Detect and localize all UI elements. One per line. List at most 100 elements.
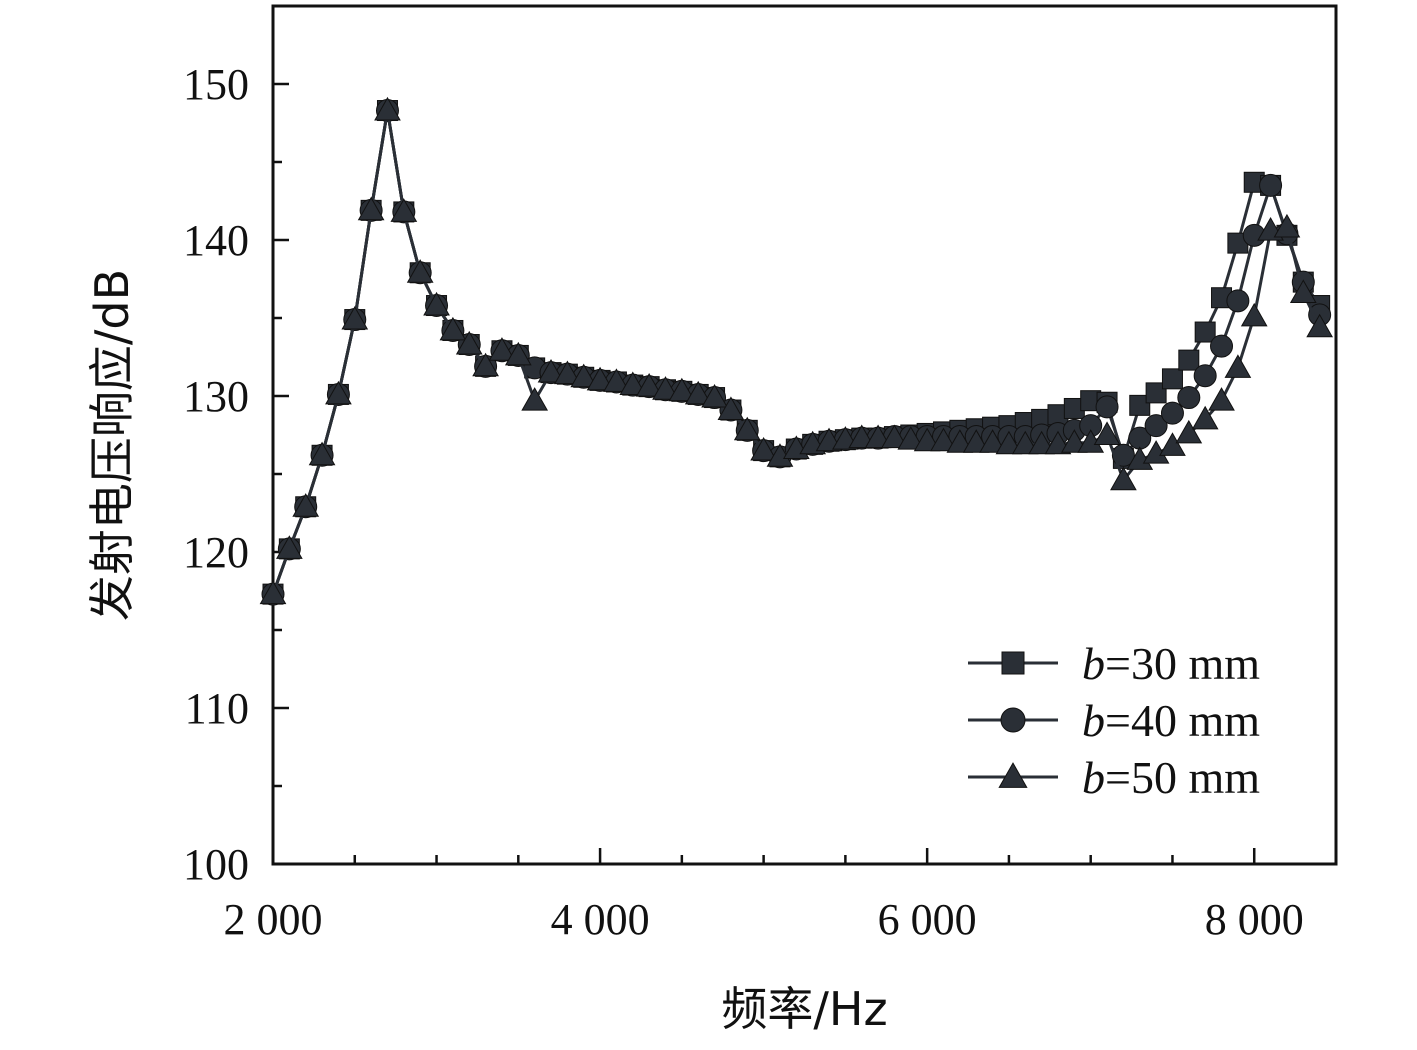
data-point [733,416,761,441]
data-point [1175,419,1203,444]
data-point [962,429,990,453]
data-point [537,358,565,383]
legend-label-var: b [1082,638,1105,689]
legend-marker [1000,707,1026,733]
legend-marker [1001,651,1025,675]
data-point [455,330,483,355]
data-point [292,493,320,517]
legend: b=30 mmb=40 mmb=50 mm [968,638,1260,803]
data-point [570,363,598,388]
data-point [521,387,549,411]
legend-label-rest: =40 mm [1105,695,1260,746]
series-line [271,109,1321,595]
data-point [1159,432,1186,456]
data-point [1095,395,1119,419]
data-point [1208,387,1235,411]
x-tick-label: 8 000 [1205,895,1304,944]
data-point [1161,368,1183,390]
data-point [1160,401,1184,425]
series-square [262,100,1331,605]
y-tick-label: 140 [183,216,249,265]
data-point [308,441,336,466]
data-point [472,352,499,377]
legend-item: b=40 mm [968,695,1260,746]
data-point [1226,289,1250,313]
legend-label-rest: =30 mm [1105,638,1260,689]
data-point [864,424,892,449]
legend-marker [998,762,1028,788]
data-point [554,360,581,385]
legend-label: b=50 mm [1082,752,1260,803]
data-point [259,580,287,605]
legend-label-var: b [1082,752,1105,803]
data-point [1306,313,1334,338]
legend-label: b=30 mm [1082,638,1260,689]
data-point [1224,354,1252,378]
data-point [488,337,516,361]
data-point [341,305,369,330]
data-point [930,427,957,452]
data-point [717,396,745,420]
series-triangle [259,96,1334,605]
data-point [406,259,434,283]
data-point [1289,279,1317,303]
data-point [1178,349,1200,371]
data-point [439,316,467,341]
data-point [423,291,450,316]
legend-label-var: b [1082,695,1105,746]
y-tick-label: 150 [183,60,249,109]
data-point [603,368,630,392]
y-tick-label: 120 [183,528,249,577]
y-tick-label: 130 [183,372,249,421]
data-point [668,377,696,402]
data-point [750,436,777,461]
data-point [848,424,876,449]
data-point [913,427,941,452]
legend-item: b=50 mm [968,752,1260,803]
data-point [684,380,712,405]
x-tick-label: 6 000 [878,895,977,944]
x-tick-label: 4 000 [551,895,650,944]
data-point [979,429,1006,453]
legend-label-rest: =50 mm [1105,752,1260,803]
data-point [897,426,925,450]
series-line [271,109,1322,595]
data-point [1011,430,1039,455]
data-point [1177,386,1201,410]
data-point [619,371,647,396]
data-point [390,198,418,222]
series-circle [261,99,1332,606]
y-tick-label: 110 [185,684,249,733]
data-point [1028,430,1055,455]
data-point [1240,302,1268,327]
data-point [1193,364,1217,388]
series-layer [259,96,1334,606]
series-line [271,109,1321,595]
y-axis-title: 发射电压响应/dB [85,269,139,621]
data-point [701,383,728,408]
plot-frame [271,4,1338,866]
y-tick-label: 100 [183,840,249,889]
data-point [1145,382,1167,404]
data-point [275,535,303,559]
data-point [1194,321,1216,343]
data-point [1110,466,1137,491]
data-point [1210,334,1234,358]
data-point [1259,173,1283,197]
data-point [1273,213,1301,238]
data-point [374,96,401,121]
data-point [652,376,679,400]
legend-item: b=30 mm [968,638,1260,689]
data-point [325,380,352,405]
x-tick-label: 2 000 [224,895,323,944]
data-point [1191,405,1219,430]
data-point [1093,421,1121,445]
x-axis-title: 频率/Hz [721,982,887,1036]
data-point [504,341,532,366]
legend-label: b=40 mm [1082,695,1260,746]
data-point [881,424,908,449]
data-point [1144,414,1168,438]
data-point [1060,429,1088,453]
data-point [946,429,974,453]
